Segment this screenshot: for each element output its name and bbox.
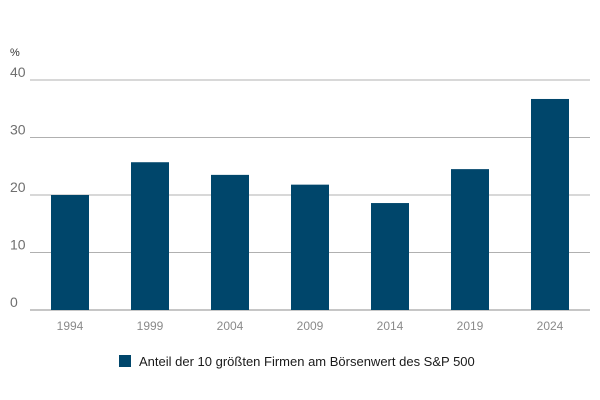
x-tick-label-1999: 1999	[137, 319, 164, 333]
y-tick-label-20: 20	[10, 179, 26, 195]
x-tick-label-1994: 1994	[57, 319, 84, 333]
bars	[51, 98, 569, 310]
x-tick-label-2009: 2009	[297, 319, 324, 333]
legend-label: Anteil der 10 größten Firmen am Börsenwe…	[139, 354, 475, 369]
y-axis-unit-label: %	[10, 47, 20, 59]
bar-1994	[51, 195, 89, 310]
x-axis-ticks: 1994 1999 2004 2009 2014 2019 2024	[57, 319, 564, 333]
legend-swatch	[119, 355, 131, 367]
bar-2024	[531, 98, 569, 310]
y-tick-label-0: 0	[10, 294, 18, 310]
bar-2019	[451, 169, 489, 310]
y-axis-ticks: 0 10 20 30 40	[10, 64, 26, 310]
bar-2014	[371, 203, 409, 310]
bar-1999	[131, 162, 169, 310]
x-tick-label-2019: 2019	[457, 319, 484, 333]
bar-2009	[291, 184, 329, 310]
y-tick-label-10: 10	[10, 237, 26, 253]
y-tick-label-30: 30	[10, 122, 26, 138]
legend: Anteil der 10 größten Firmen am Börsenwe…	[119, 354, 475, 369]
x-tick-label-2024: 2024	[537, 319, 564, 333]
x-tick-label-2014: 2014	[377, 319, 404, 333]
y-tick-label-40: 40	[10, 64, 26, 80]
bar-2004	[211, 174, 249, 310]
x-tick-label-2004: 2004	[217, 319, 244, 333]
